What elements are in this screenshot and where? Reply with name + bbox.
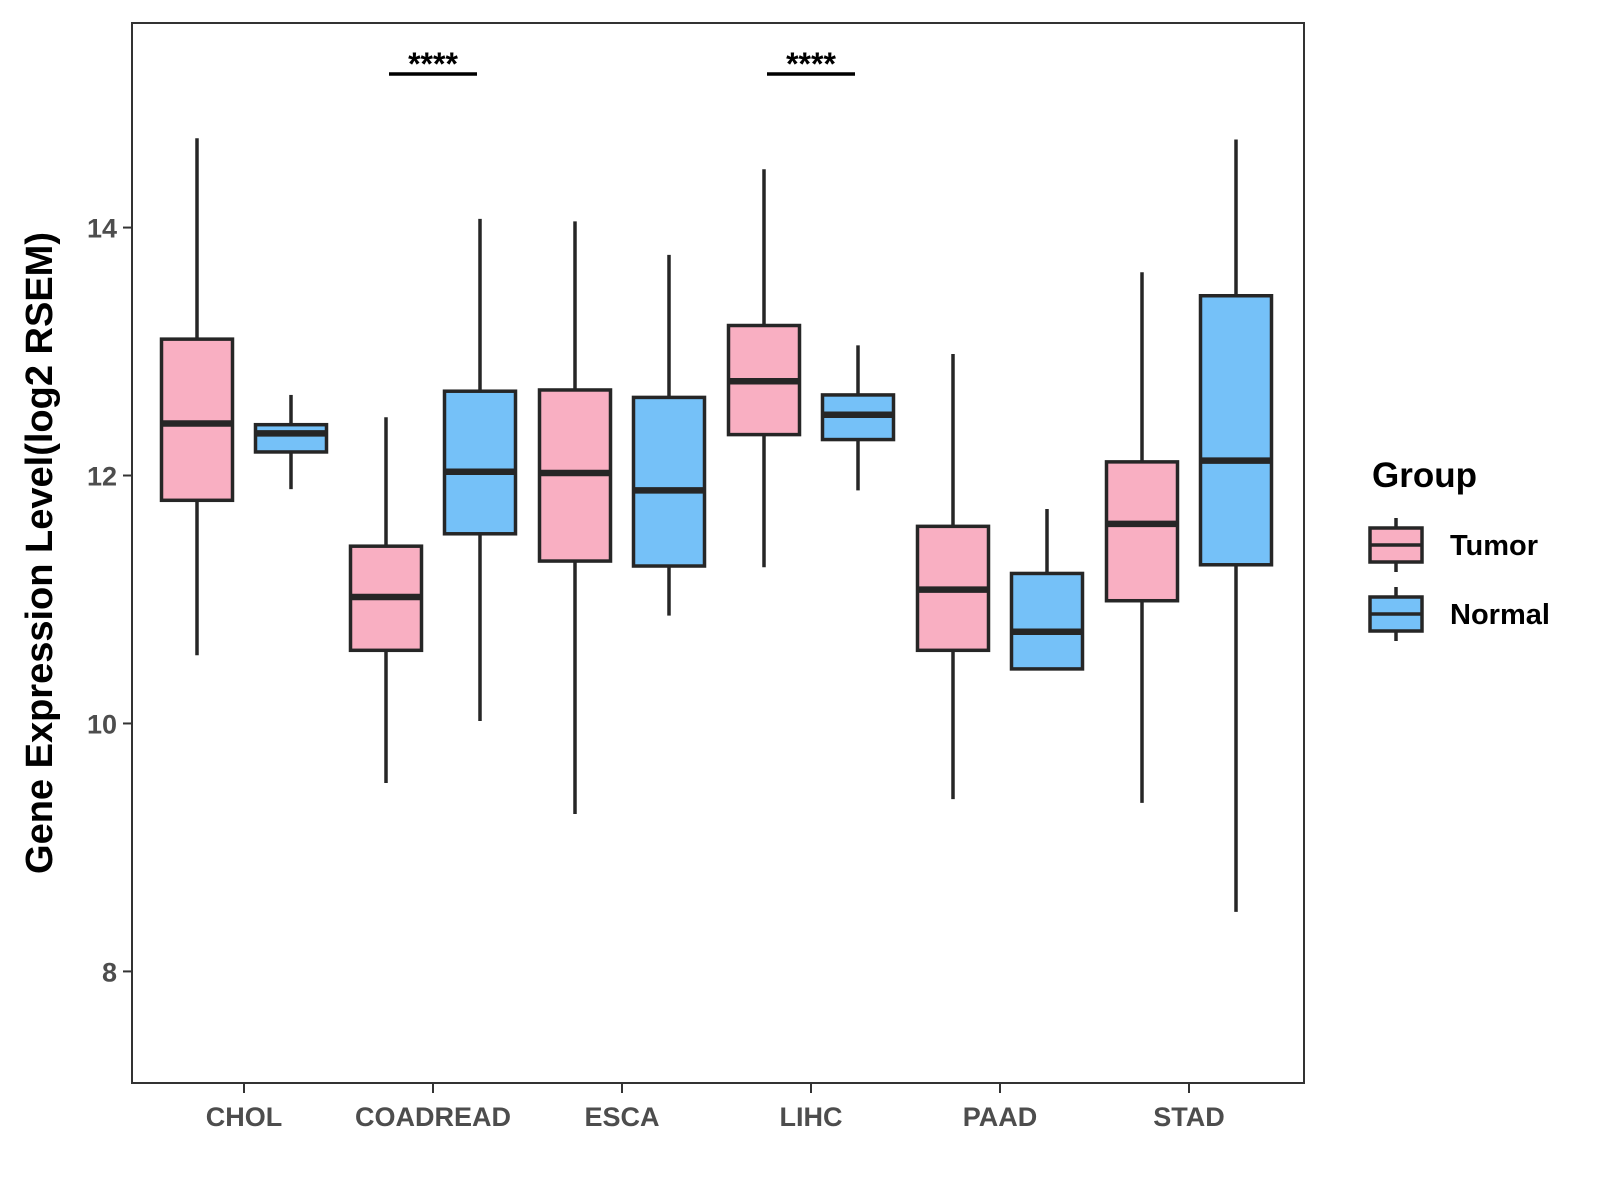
box-chol-tumor <box>159 138 235 656</box>
y-axis-title: Gene Expression Level(log2 RSEM) <box>19 232 61 874</box>
box-paad-tumor <box>915 354 991 800</box>
x-tick-label: ESCA <box>584 1102 659 1132</box>
x-tick-label: COADREAD <box>355 1102 511 1132</box>
x-tick-label: LIHC <box>780 1102 843 1132</box>
significance-coadread: **** <box>389 46 477 82</box>
box-iqr <box>442 389 518 536</box>
significance-layer: **** **** <box>389 46 855 82</box>
box-esca-tumor <box>537 221 613 814</box>
legend-title: Group <box>1372 456 1477 495</box>
box-paad-normal <box>1009 508 1085 671</box>
y-tick-label: 10 <box>87 709 117 739</box>
x-axis: CHOL COADREAD ESCA LIHC PAAD STAD <box>206 1083 1225 1132</box>
legend: Group Tumor Normal <box>1368 456 1550 641</box>
x-tick-label: PAAD <box>963 1102 1038 1132</box>
box-iqr <box>1198 293 1274 567</box>
y-axis: 8 10 12 14 <box>87 214 132 987</box>
plot-panel-border <box>131 22 1305 1084</box>
box-lihc-tumor <box>726 169 802 568</box>
box-iqr <box>631 395 707 568</box>
x-tick-label: STAD <box>1153 1102 1225 1132</box>
box-stad-normal <box>1198 139 1274 912</box>
legend-label: Normal <box>1450 599 1550 631</box>
box-lihc-normal <box>820 345 896 491</box>
legend-item-normal: Normal <box>1368 587 1550 641</box>
significance-label: **** <box>786 46 836 82</box>
y-tick-label: 8 <box>102 957 117 987</box>
legend-label: Tumor <box>1450 530 1538 562</box>
box-iqr <box>1009 571 1085 671</box>
box-iqr <box>159 337 235 503</box>
box-coadread-normal <box>442 218 518 721</box>
box-coadread-tumor <box>348 417 424 783</box>
box-chol-normal <box>253 394 329 490</box>
box-stad-tumor <box>1104 272 1180 803</box>
box-iqr <box>1104 460 1180 603</box>
legend-item-tumor: Tumor <box>1368 518 1538 572</box>
boxes-layer <box>159 138 1274 912</box>
significance-label: **** <box>408 46 458 82</box>
box-esca-normal <box>631 254 707 616</box>
x-tick-label: CHOL <box>206 1102 283 1132</box>
box-iqr <box>253 422 329 454</box>
y-tick-label: 14 <box>87 214 117 244</box>
y-tick-label: 12 <box>87 462 117 492</box>
significance-lihc: **** <box>767 46 855 82</box>
